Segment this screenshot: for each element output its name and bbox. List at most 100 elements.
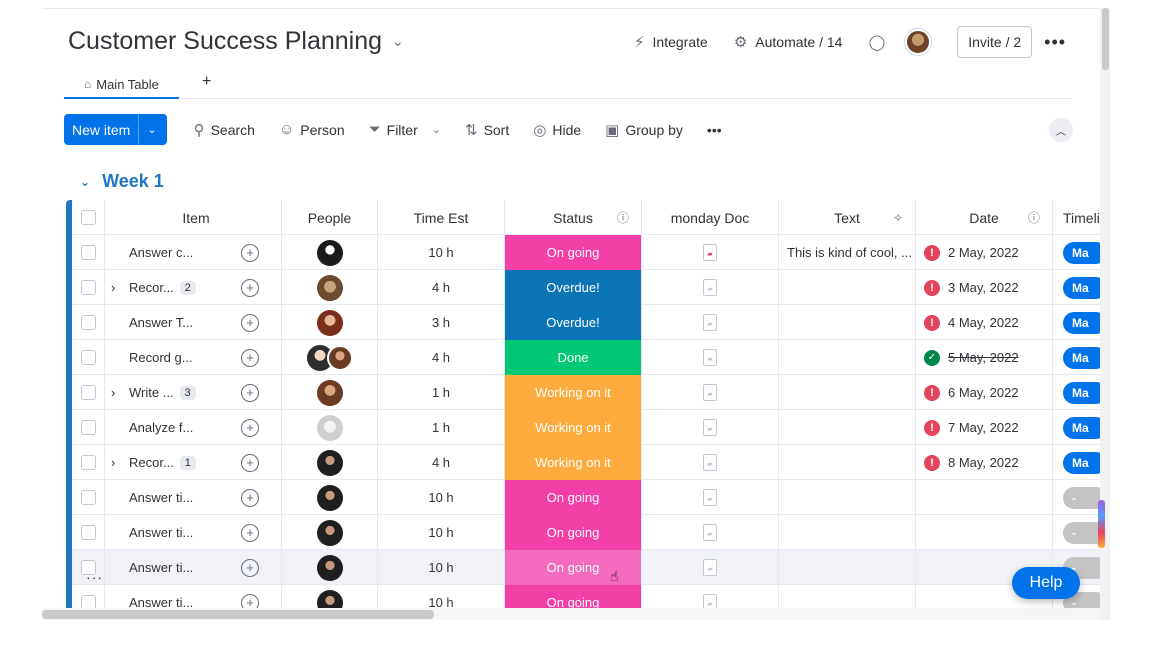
- header-date[interactable]: Date ⓘ: [916, 200, 1053, 235]
- item-cell[interactable]: › Recor... 2: [105, 270, 219, 305]
- text-cell[interactable]: [779, 410, 916, 445]
- status-cell[interactable]: Overdue!: [505, 270, 642, 305]
- group-header[interactable]: ⌄ Week 1: [80, 171, 164, 192]
- time-est-cell[interactable]: 4 h: [378, 340, 505, 375]
- item-cell[interactable]: Record g...: [105, 340, 219, 375]
- updates-cell[interactable]: +: [219, 340, 282, 375]
- people-cell[interactable]: [282, 410, 378, 445]
- item-name[interactable]: Recor...: [129, 280, 174, 295]
- table-row[interactable]: Answer ti... + 10 h On going ▰ -: [72, 480, 1110, 515]
- status-cell[interactable]: On going: [505, 550, 642, 585]
- doc-cell[interactable]: ▰: [642, 550, 779, 585]
- updates-button[interactable]: ◯: [862, 27, 891, 57]
- updates-cell[interactable]: +: [219, 480, 282, 515]
- chevron-down-icon[interactable]: ⌄: [431, 124, 441, 136]
- row-select[interactable]: [72, 480, 105, 515]
- date-cell[interactable]: ! 3 May, 2022: [916, 270, 1053, 305]
- updates-cell[interactable]: +: [219, 305, 282, 340]
- add-update-icon[interactable]: +: [241, 418, 259, 437]
- subitem-count-badge[interactable]: 1: [179, 455, 196, 470]
- item-name[interactable]: Answer ti...: [129, 490, 194, 505]
- person-avatar[interactable]: [316, 554, 343, 581]
- date-cell[interactable]: [916, 515, 1053, 550]
- person-filter-button[interactable]: ☺ Person: [270, 114, 354, 145]
- time-est-cell[interactable]: 3 h: [378, 305, 505, 340]
- header-people[interactable]: People: [282, 200, 378, 235]
- document-icon[interactable]: ▰: [703, 454, 717, 471]
- item-cell[interactable]: › Write ... 3: [105, 375, 219, 410]
- document-icon[interactable]: ▰: [703, 314, 717, 331]
- checkbox[interactable]: [80, 420, 96, 435]
- row-select[interactable]: [72, 410, 105, 445]
- doc-cell[interactable]: ▰: [642, 480, 779, 515]
- text-cell[interactable]: [779, 305, 916, 340]
- search-button[interactable]: ⚲ Search: [185, 114, 264, 145]
- status-cell[interactable]: On going: [505, 480, 642, 515]
- scrollbar-thumb[interactable]: [42, 610, 434, 619]
- people-cell[interactable]: [282, 480, 378, 515]
- text-cell[interactable]: [779, 340, 916, 375]
- add-update-icon[interactable]: +: [241, 523, 259, 542]
- table-row[interactable]: › Recor... 1 + 4 h Working on it ▰ ! 8 M…: [72, 445, 1110, 480]
- group-by-button[interactable]: ▣ Group by: [596, 114, 692, 145]
- person-avatar[interactable]: [316, 274, 343, 301]
- person-avatar[interactable]: [316, 484, 343, 511]
- item-cell[interactable]: › Recor... 1: [105, 445, 219, 480]
- date-cell[interactable]: ! 4 May, 2022: [916, 305, 1053, 340]
- person-avatar[interactable]: [316, 379, 343, 406]
- text-cell[interactable]: [779, 480, 916, 515]
- header-item[interactable]: Item: [105, 200, 282, 235]
- checkbox[interactable]: [80, 490, 96, 505]
- sparkle-icon[interactable]: ✧: [892, 210, 903, 225]
- timeline-pill[interactable]: Ma: [1063, 311, 1107, 334]
- timeline-cell[interactable]: Ma: [1053, 375, 1110, 410]
- people-cell[interactable]: [282, 445, 378, 480]
- date-cell[interactable]: ! 6 May, 2022: [916, 375, 1053, 410]
- add-update-icon[interactable]: +: [241, 313, 259, 332]
- checkbox[interactable]: [80, 280, 96, 295]
- invite-button[interactable]: Invite / 2: [957, 26, 1033, 58]
- status-cell[interactable]: Working on it: [505, 410, 642, 445]
- updates-cell[interactable]: +: [219, 375, 282, 410]
- updates-cell[interactable]: +: [219, 550, 282, 585]
- timeline-cell[interactable]: -: [1053, 480, 1110, 515]
- header-timeline[interactable]: Timelin: [1063, 209, 1108, 226]
- item-cell[interactable]: Analyze f...: [105, 410, 219, 445]
- timeline-pill[interactable]: Ma: [1063, 416, 1107, 439]
- header-status[interactable]: Status ⓘ: [505, 200, 642, 235]
- timeline-pill[interactable]: -: [1063, 521, 1107, 544]
- document-icon[interactable]: ▰: [703, 349, 717, 366]
- chevron-right-icon[interactable]: ›: [111, 385, 116, 400]
- timeline-pill[interactable]: Ma: [1063, 381, 1107, 404]
- status-cell[interactable]: Working on it: [505, 375, 642, 410]
- item-name[interactable]: Answer c...: [129, 245, 194, 260]
- people-cell[interactable]: [282, 375, 378, 410]
- text-cell[interactable]: [779, 445, 916, 480]
- time-est-cell[interactable]: 10 h: [378, 480, 505, 515]
- status-cell[interactable]: Overdue!: [505, 305, 642, 340]
- item-cell[interactable]: Answer ti...: [105, 515, 219, 550]
- person-avatar[interactable]: [316, 519, 343, 546]
- table-row[interactable]: Answer ti... + 10 h On going ▰ -: [72, 550, 1110, 585]
- add-update-icon[interactable]: +: [241, 278, 259, 297]
- filter-button[interactable]: ⏷ Filter ⌄: [360, 114, 450, 145]
- doc-cell[interactable]: ▰: [642, 375, 779, 410]
- document-icon[interactable]: ▰: [703, 244, 717, 261]
- item-name[interactable]: Answer ti...: [129, 595, 194, 610]
- doc-cell[interactable]: ▰: [642, 445, 779, 480]
- document-icon[interactable]: ▰: [703, 524, 717, 541]
- people-cell[interactable]: [282, 515, 378, 550]
- time-est-cell[interactable]: 10 h: [378, 515, 505, 550]
- document-icon[interactable]: ▰: [703, 419, 717, 436]
- item-name[interactable]: Write ...: [129, 385, 174, 400]
- text-cell[interactable]: This is kind of cool, ...: [779, 235, 916, 270]
- add-update-icon[interactable]: +: [241, 243, 259, 262]
- chevron-down-icon[interactable]: ⌄: [80, 174, 91, 189]
- item-name[interactable]: Analyze f...: [129, 420, 194, 435]
- automate-button[interactable]: ⚙︎ Automate / 14: [728, 27, 849, 57]
- add-update-icon[interactable]: +: [241, 558, 259, 577]
- row-menu-icon[interactable]: ···: [86, 569, 103, 585]
- checkbox[interactable]: [80, 455, 96, 470]
- add-update-icon[interactable]: +: [241, 453, 259, 472]
- time-est-cell[interactable]: 10 h: [378, 550, 505, 585]
